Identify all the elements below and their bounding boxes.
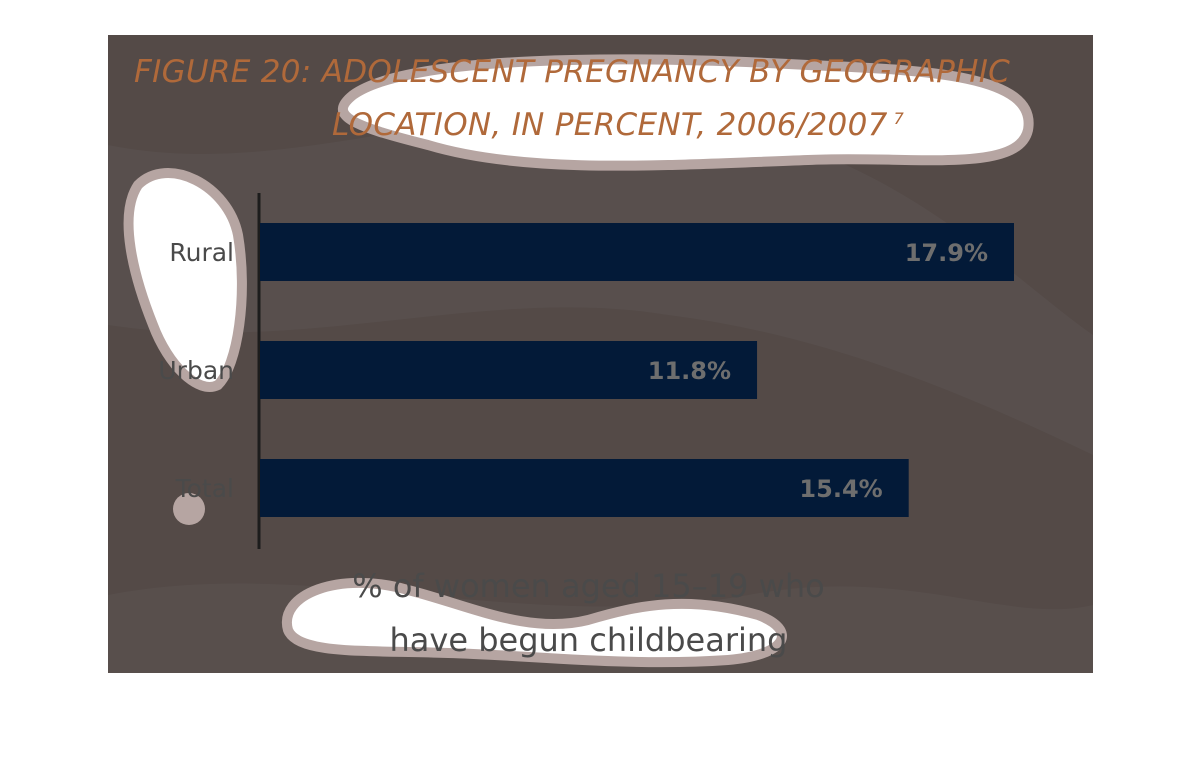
data-label-urban: 11.8% (648, 357, 731, 385)
bar-rural (260, 223, 1014, 281)
data-label-total: 15.4% (799, 475, 882, 503)
title-footnote-marker: 7 (893, 108, 905, 128)
chart-figure: FIGURE 20: ADOLESCENT PREGNANCY BY GEOGR… (108, 35, 1093, 673)
category-label-rural: Rural (169, 238, 234, 267)
category-label-urban: Urban (158, 356, 234, 385)
bar-chart: 17.9% Rural 11.8% Urban 15.4% Total (158, 193, 1014, 549)
x-axis-label-line-1: % of women aged 15–19 who (352, 567, 825, 605)
bar-total (260, 459, 909, 517)
chart-title-line-2-text: LOCATION, IN PERCENT, 2006/2007 (332, 107, 888, 143)
chart-title-line-1: FIGURE 20: ADOLESCENT PREGNANCY BY GEOGR… (134, 54, 1011, 90)
x-axis-label-line-2: have begun childbearing (389, 621, 788, 659)
data-label-rural: 17.9% (905, 239, 988, 267)
chart-title-line-2: LOCATION, IN PERCENT, 2006/2007 7 (332, 107, 1093, 143)
background-decoration (108, 54, 1093, 673)
category-label-total: Total (175, 474, 234, 503)
bar-urban (260, 341, 758, 399)
